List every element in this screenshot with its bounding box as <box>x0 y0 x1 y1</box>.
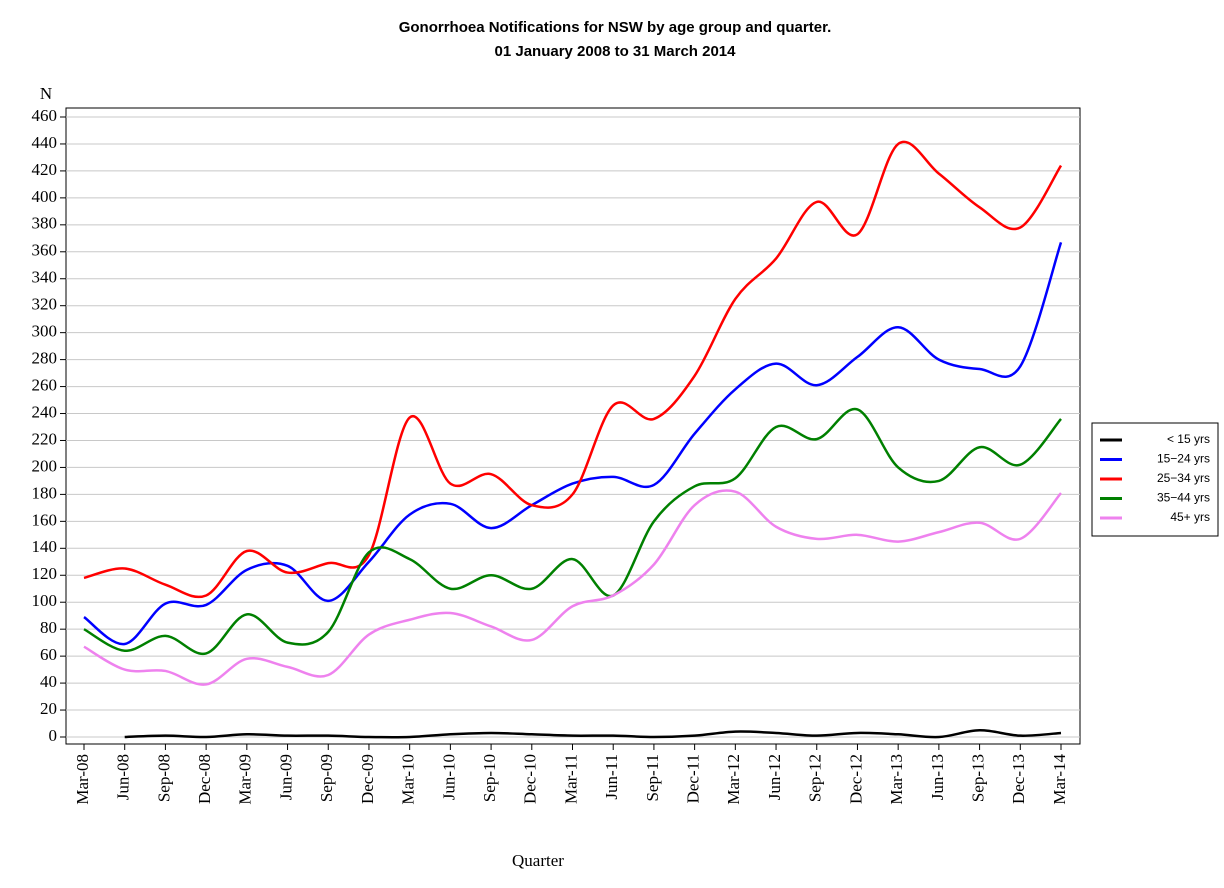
y-tick-label: 420 <box>32 160 58 179</box>
x-tick-label: Sep-13 <box>968 754 987 802</box>
y-tick-label: 160 <box>32 510 58 529</box>
x-axis-label: Quarter <box>512 851 564 870</box>
y-tick-label: 260 <box>32 375 58 394</box>
legend-label: 15−24 yrs <box>1157 452 1210 466</box>
x-tick-label: Mar-09 <box>236 754 255 805</box>
legend-label: 35−44 yrs <box>1157 491 1210 505</box>
x-tick-label: Dec-10 <box>521 754 540 804</box>
y-tick-label: 440 <box>32 133 58 152</box>
series-line <box>83 140 1063 599</box>
x-tick-label: Sep-12 <box>806 754 825 802</box>
x-tick-label: Dec-09 <box>358 754 377 804</box>
x-tick-label: Mar-11 <box>561 754 580 804</box>
x-tick-label: Mar-14 <box>1050 754 1069 805</box>
x-tick-label: Sep-08 <box>154 754 173 802</box>
y-tick-label: 320 <box>32 295 58 314</box>
x-tick-label: Mar-08 <box>73 754 92 805</box>
x-tick-label: Jun-12 <box>765 754 784 800</box>
series-line <box>124 729 1062 739</box>
x-tick-label: Jun-09 <box>276 754 295 800</box>
y-tick-label: 100 <box>32 591 58 610</box>
y-tick-label: 120 <box>32 564 58 583</box>
y-tick-label: 140 <box>32 537 58 556</box>
x-tick-label: Sep-11 <box>643 754 662 802</box>
legend-label: < 15 yrs <box>1167 432 1210 446</box>
y-tick-label: 400 <box>32 187 58 206</box>
y-tick-label: 460 <box>32 106 58 125</box>
y-tick-label: 300 <box>32 322 58 341</box>
x-tick-label: Dec-08 <box>195 754 214 804</box>
y-tick-label: 200 <box>32 456 58 475</box>
y-tick-label: 40 <box>40 672 57 691</box>
y-tick-label: 240 <box>32 402 58 421</box>
x-tick-label: Sep-09 <box>317 754 336 802</box>
x-tick-label: Jun-13 <box>928 754 947 800</box>
y-tick-label: 360 <box>32 241 58 260</box>
x-tick-label: Mar-10 <box>399 754 418 805</box>
y-tick-label: 180 <box>32 483 58 502</box>
y-tick-label: 340 <box>32 268 58 287</box>
x-tick-label: Mar-12 <box>724 754 743 805</box>
y-tick-label: 0 <box>49 726 58 745</box>
x-tick-label: Dec-13 <box>1009 754 1028 804</box>
series-line <box>83 241 1063 646</box>
y-tick-label: 80 <box>40 618 57 637</box>
legend-label: 25−34 yrs <box>1157 471 1210 485</box>
y-tick-label: 60 <box>40 645 57 664</box>
y-tick-label: 380 <box>32 214 58 233</box>
chart-subtitle: 01 January 2008 to 31 March 2014 <box>495 43 737 60</box>
y-tick-label: 20 <box>40 699 57 718</box>
x-tick-label: Jun-10 <box>439 754 458 800</box>
x-tick-label: Jun-08 <box>114 754 133 800</box>
series-line <box>83 408 1062 655</box>
legend-label: 45+ yrs <box>1170 510 1210 524</box>
y-tick-label: 220 <box>32 429 58 448</box>
x-tick-label: Jun-11 <box>602 754 621 800</box>
x-tick-label: Dec-12 <box>846 754 865 804</box>
y-tick-label: 280 <box>32 349 58 368</box>
x-tick-label: Sep-10 <box>480 754 499 802</box>
x-tick-label: Dec-11 <box>684 754 703 803</box>
chart-title: Gonorrhoea Notifications for NSW by age … <box>399 19 832 36</box>
x-tick-label: Mar-13 <box>887 754 906 805</box>
plot-frame <box>65 107 1081 745</box>
series-line <box>83 489 1062 686</box>
y-axis-label: N <box>40 84 52 103</box>
